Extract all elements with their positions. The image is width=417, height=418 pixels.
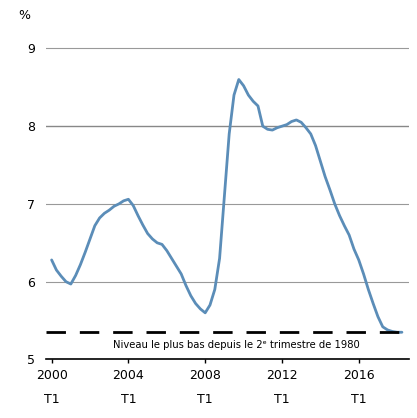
Text: T1: T1 [197, 393, 213, 406]
Text: Niveau le plus bas depuis le 2ᵉ trimestre de 1980: Niveau le plus bas depuis le 2ᵉ trimestr… [113, 340, 360, 350]
Text: %: % [19, 9, 31, 22]
Text: T1: T1 [121, 393, 136, 406]
Text: T1: T1 [274, 393, 290, 406]
Text: T1: T1 [44, 393, 60, 406]
Text: T1: T1 [351, 393, 367, 406]
